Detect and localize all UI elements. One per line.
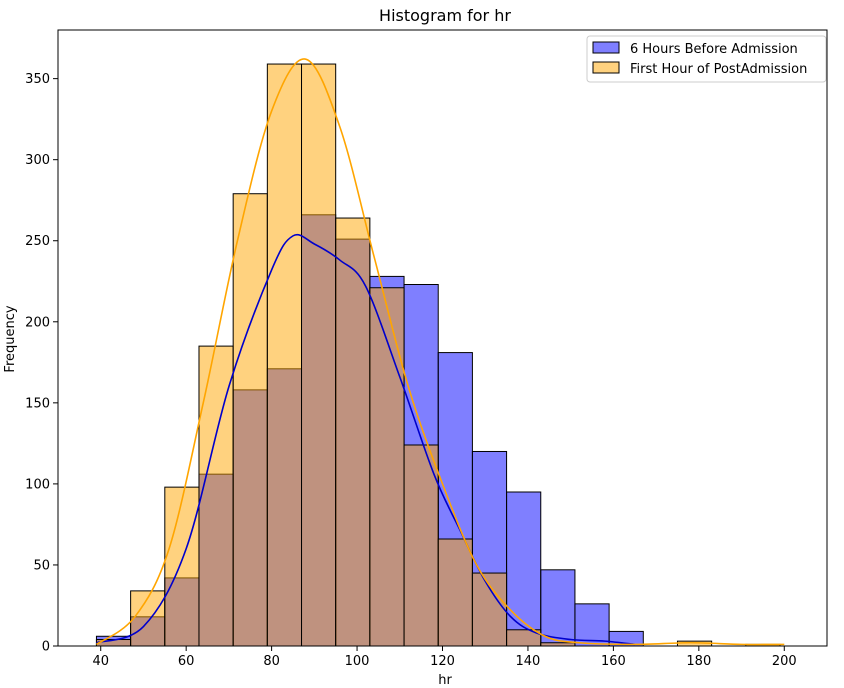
- x-tick-label: 160: [601, 654, 626, 669]
- legend-label-post: First Hour of PostAdmission: [630, 62, 807, 77]
- legend-swatch-post: [592, 61, 620, 74]
- y-tick-label: 50: [33, 558, 50, 573]
- bar-post: [369, 287, 405, 647]
- bar-post: [335, 217, 371, 647]
- bar-post: [130, 590, 166, 647]
- y-tick-label: 200: [25, 315, 50, 330]
- x-axis-label: hr: [438, 673, 452, 688]
- x-tick-label: 120: [430, 654, 455, 669]
- y-tick-label: 350: [25, 72, 50, 87]
- legend: 6 Hours Before Admission First Hour of P…: [586, 35, 827, 83]
- kde-line-before: [96, 233, 635, 646]
- bar-post: [301, 63, 337, 647]
- y-tick-label: 300: [25, 153, 50, 168]
- x-tick-label: 140: [516, 654, 541, 669]
- plot-area: [95, 58, 785, 647]
- bar-post: [266, 63, 303, 647]
- x-tick-label: 40: [92, 654, 109, 669]
- bar-before: [574, 603, 610, 647]
- kde-line-post: [95, 58, 785, 646]
- y-axis-ticks: 0 50 100 150 200 250 300 350: [25, 72, 58, 655]
- legend-swatch-before: [592, 41, 620, 54]
- bar-before: [540, 569, 576, 647]
- y-tick-label: 0: [42, 640, 50, 655]
- x-tick-label: 100: [345, 654, 370, 669]
- bar-post: [164, 486, 200, 647]
- bar-post: [232, 193, 268, 647]
- bar-post: [437, 538, 473, 647]
- chart-title: Histogram for hr: [379, 6, 511, 25]
- y-tick-label: 150: [25, 396, 50, 411]
- x-tick-label: 200: [772, 654, 797, 669]
- y-tick-label: 250: [25, 234, 50, 249]
- x-axis-ticks: 40 60 80 100 120 140 160 180 200: [92, 646, 797, 669]
- bar-post: [403, 444, 439, 647]
- bar-before: [506, 491, 542, 647]
- x-tick-label: 60: [178, 654, 195, 669]
- legend-label-before: 6 Hours Before Admission: [630, 42, 798, 57]
- bar-post: [471, 572, 508, 647]
- x-tick-label: 180: [686, 654, 711, 669]
- legend-frame: [586, 35, 827, 83]
- x-tick-label: 80: [263, 654, 280, 669]
- y-tick-label: 100: [25, 477, 50, 492]
- y-axis-label: Frequency: [3, 305, 18, 372]
